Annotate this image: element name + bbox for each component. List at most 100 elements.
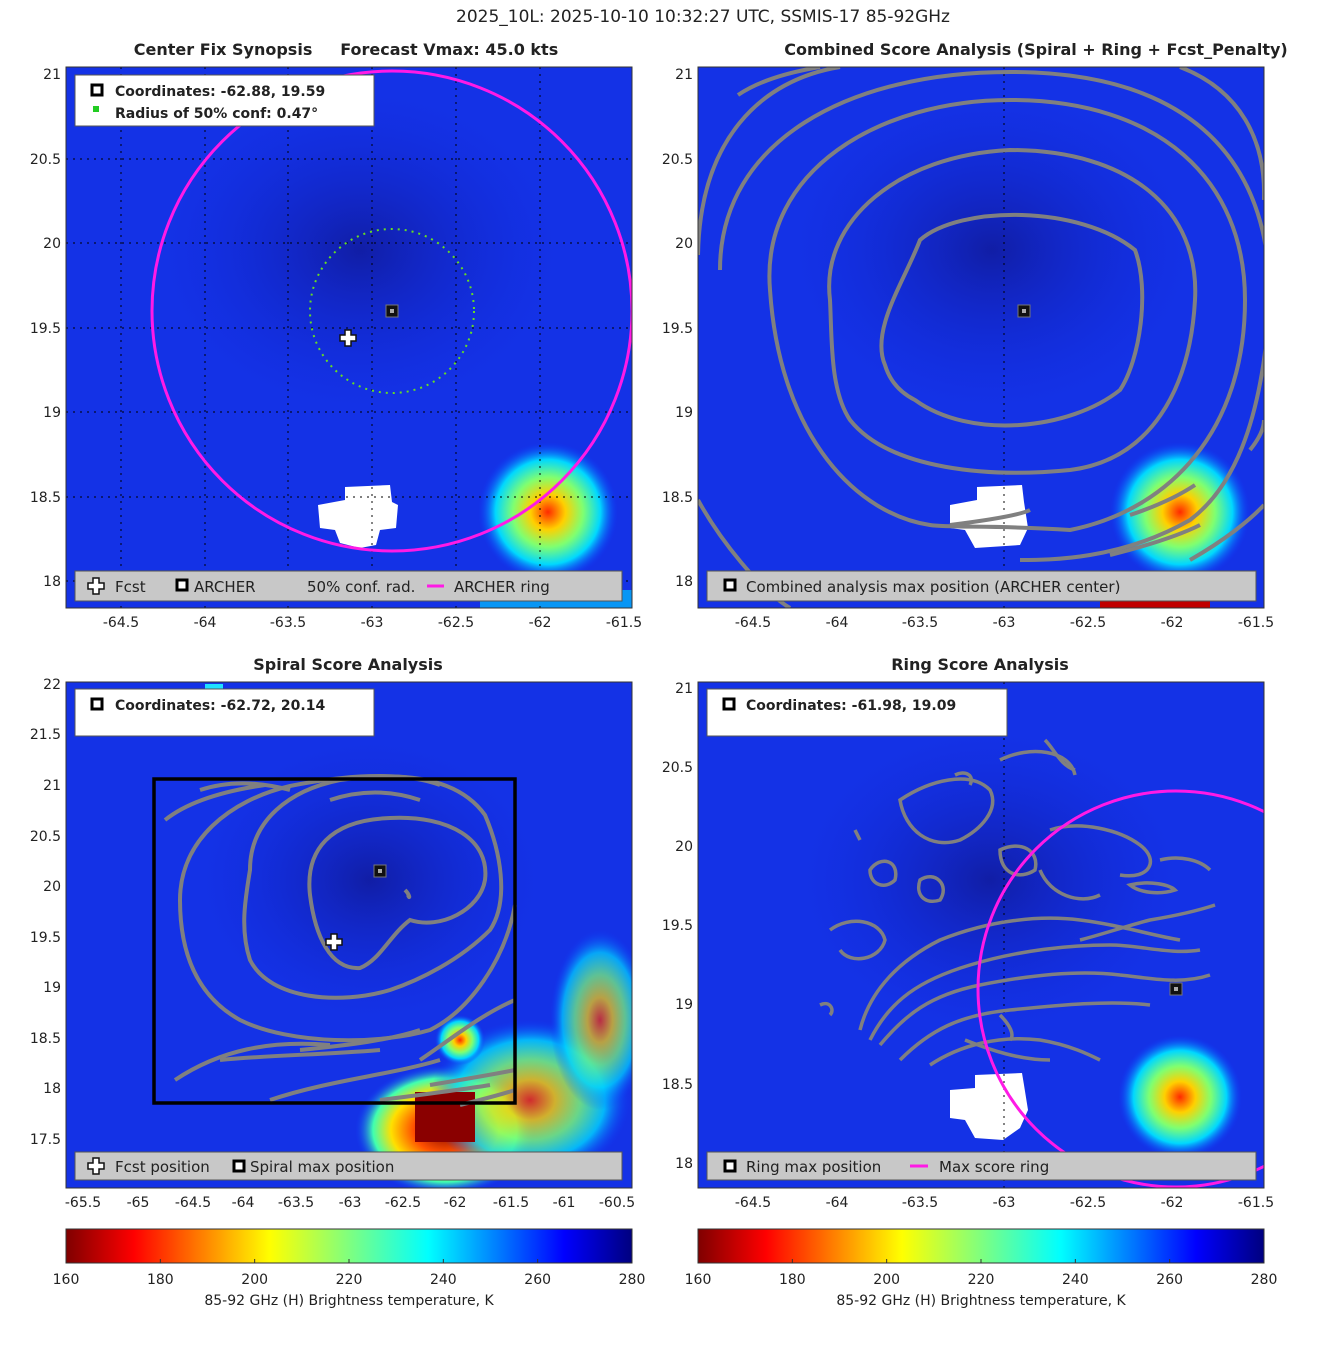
y-tick: 19 (675, 405, 693, 421)
panel-synopsis-title: Center Fix Synopsis Forecast Vmax: 45.0 … (134, 40, 558, 59)
panel-spiral-title: Spiral Score Analysis (253, 655, 443, 674)
x-tick: -64.5 (735, 615, 771, 631)
x-tick-labels: -64.5 -64 -63.5 -63 -62.5 -62 -61.5 (735, 1195, 1274, 1211)
figure-suptitle: 2025_10L: 2025-10-10 10:32:27 UTC, SSMIS… (456, 7, 950, 27)
x-tick: -61.5 (493, 1195, 529, 1211)
square-marker-icon (232, 1159, 246, 1173)
y-tick-labels: 17.5 18 18.5 19 19.5 20 20.5 21 21.5 22 (30, 677, 61, 1148)
x-tick: -63 (993, 615, 1016, 631)
legend-spiral-max: Spiral max position (250, 1158, 394, 1176)
y-tick: 19.5 (30, 321, 61, 337)
colorbar-tick-label: 160 (685, 1272, 712, 1288)
max-score-ring (976, 789, 1264, 1188)
cold-cloud-region (200, 740, 540, 1020)
axes-frame (697, 681, 1265, 1189)
legend-archer-ring: ARCHER ring (454, 578, 550, 596)
legend-box (706, 1151, 1257, 1181)
warm-core-feature (478, 442, 618, 582)
panel-ring: Ring Score Analysis (662, 655, 1274, 1211)
coldest-core (415, 1092, 475, 1142)
x-tick: -62 (1161, 615, 1184, 631)
panel-synopsis: Center Fix Synopsis Forecast Vmax: 45.0 … (30, 40, 642, 631)
x-tick: -63 (361, 615, 384, 631)
panel-combined-title: Combined Score Analysis (Spiral + Ring +… (784, 40, 1287, 59)
missing-data-patch (318, 485, 398, 548)
legend-box (74, 570, 623, 602)
x-tick: -65.5 (65, 1195, 101, 1211)
axes-frame (65, 681, 633, 1189)
archer-center-dot (390, 309, 394, 313)
missing-data-patch (950, 485, 1028, 548)
y-tick: 21 (43, 67, 61, 83)
y-tick: 18 (43, 1081, 61, 1097)
info-box (74, 74, 375, 127)
panel-ring-title: Ring Score Analysis (891, 655, 1069, 674)
x-tick: -63.5 (270, 615, 306, 631)
colorbar-right: 160 180 200 220 240 260 280 85-92 GHz (H) Brig… (685, 1228, 1277, 1309)
y-tick-labels: 18 18.5 19 19.5 20 20.5 21 (662, 681, 693, 1172)
y-tick: 18 (43, 574, 61, 590)
legend-archer: ARCHER (194, 578, 256, 596)
missing-data-patch (950, 1073, 1028, 1140)
y-tick: 18.5 (662, 1077, 693, 1093)
x-tick-labels: -64.5 -64 -63.5 -63 -62.5 -62 -61.5 (735, 615, 1274, 631)
colorbar-tick-label: 200 (873, 1272, 900, 1288)
y-tick: 20.5 (30, 829, 61, 845)
plus-marker-icon (87, 1157, 105, 1175)
y-tick: 19 (43, 405, 61, 421)
x-tick: -64 (232, 1195, 255, 1211)
colorbar-tick-label: 240 (430, 1272, 457, 1288)
x-tick: -63.5 (902, 1195, 938, 1211)
y-tick: 22 (43, 677, 61, 693)
x-tick: -64 (194, 615, 217, 631)
x-tick: -63.5 (278, 1195, 314, 1211)
legend-fcst-position: Fcst position (115, 1158, 210, 1176)
x-tick: -65 (127, 1195, 150, 1211)
colorbar-tick-label: 160 (53, 1272, 80, 1288)
y-tick: 21 (43, 778, 61, 794)
x-tick: -64.5 (175, 1195, 211, 1211)
fcst-marker (325, 933, 343, 951)
warm-core-feature (1110, 442, 1250, 582)
y-tick: 21 (675, 681, 693, 697)
warm-spot (205, 684, 223, 692)
legend-max-score-ring: Max score ring (939, 1158, 1049, 1176)
ring-contours (819, 738, 1216, 1067)
x-tick: -64 (826, 615, 849, 631)
y-tick: 20 (675, 839, 693, 855)
x-tick: -63.5 (902, 615, 938, 631)
y-tick: 21 (675, 67, 693, 83)
y-tick: 21.5 (30, 727, 61, 743)
square-marker-icon (722, 697, 736, 711)
colorbar-tick-label: 180 (779, 1272, 806, 1288)
y-tick: 20 (43, 879, 61, 895)
y-tick: 19.5 (662, 321, 693, 337)
info-box (74, 688, 375, 737)
legend-combined-max: Combined analysis max position (ARCHER c… (746, 578, 1120, 596)
square-marker-icon (723, 578, 737, 592)
x-tick: -64.5 (103, 615, 139, 631)
info-box (706, 688, 1008, 737)
y-tick: 18.5 (662, 490, 693, 506)
y-tick: 17.5 (30, 1132, 61, 1148)
colorbar-tick-label: 180 (147, 1272, 174, 1288)
spiral-max-dot (378, 869, 382, 873)
y-tick-labels: 18 18.5 19 19.5 20 20.5 21 (30, 67, 61, 590)
x-tick: -61.5 (1238, 1195, 1274, 1211)
y-tick-labels: 18 18.5 19 19.5 20 20.5 21 (662, 67, 693, 590)
square-marker-icon (723, 1159, 737, 1173)
colorbar-gradient (697, 1228, 1265, 1264)
y-tick: 20.5 (662, 760, 693, 776)
cold-cloud-region (792, 90, 1192, 410)
legend-conf-radius: 50% conf. rad. (307, 578, 415, 596)
panel-spiral: Spiral Score Analysis (30, 655, 635, 1211)
x-tick: -64 (826, 1195, 849, 1211)
warm-core-feature (1118, 1035, 1242, 1159)
info-coordinates: Coordinates: -62.88, 19.59 (115, 84, 325, 100)
colorbar-ticks: 160 180 200 220 240 260 280 (685, 1259, 1277, 1288)
legend-fcst: Fcst (115, 578, 146, 596)
colorbar-tick-label: 240 (1062, 1272, 1089, 1288)
colorbar-label: 85-92 GHz (H) Brightness temperature, K (836, 1293, 1126, 1309)
plus-marker-icon (87, 577, 105, 595)
warm-edge (1100, 598, 1210, 608)
